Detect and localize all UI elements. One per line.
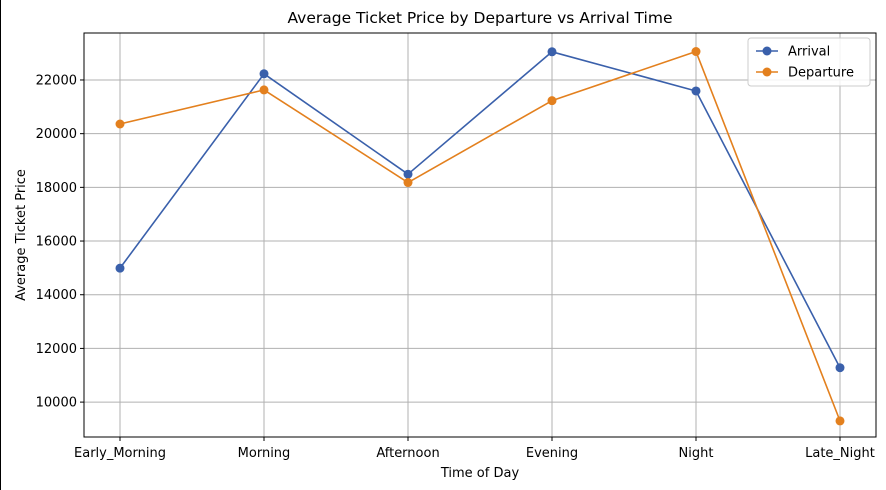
y-tick-label: 14000 [36,288,77,303]
legend-label: Departure [788,66,854,81]
series-line [119,50,841,422]
data-point [403,169,413,179]
data-point [547,47,557,57]
y-tick-label: 22000 [36,73,77,88]
y-tick-label: 20000 [36,127,77,142]
data-point [691,86,701,96]
data-point [259,85,269,95]
legend-entry: Arrival [756,45,830,60]
data-point [835,416,845,426]
legend-entry: Departure [756,66,854,81]
series-line [119,50,841,369]
window-left-edge [0,0,1,490]
x-tick-label: Morning [238,446,291,461]
y-tick-label: 12000 [36,342,77,357]
data-point [547,96,557,106]
y-tick-label: 10000 [36,396,77,411]
data-point [259,69,269,79]
legend-marker [762,67,772,77]
data-point [835,363,845,373]
x-tick-label: Afternoon [376,446,439,461]
x-tick-label: Evening [526,446,578,461]
x-tick-label: Night [679,446,714,461]
series-lines [115,47,845,426]
y-axis-label: Average Ticket Price [14,169,29,301]
series-departure [115,47,845,426]
legend-box [747,37,871,87]
x-axis-label: Time of Day [440,466,520,481]
y-tick-label: 16000 [36,235,77,250]
plot-area-frame [83,32,877,438]
data-point [115,119,125,129]
x-tick-label: Late_Night [805,446,875,461]
legend-label: Arrival [788,45,830,60]
axis-ticks: Early_Morning Morning Afternoon Evening Nigh… [36,73,875,461]
y-tick-label: 18000 [36,181,77,196]
data-point [115,263,125,273]
legend-marker [762,46,772,56]
chart-title: Average Ticket Price by Departure vs Arr… [287,9,672,27]
legend: Arrival Departure [747,37,871,87]
data-point [691,47,701,57]
series-arrival [115,47,845,373]
grid [84,33,876,437]
data-point [403,178,413,188]
x-tick-label: Early_Morning [74,446,166,461]
